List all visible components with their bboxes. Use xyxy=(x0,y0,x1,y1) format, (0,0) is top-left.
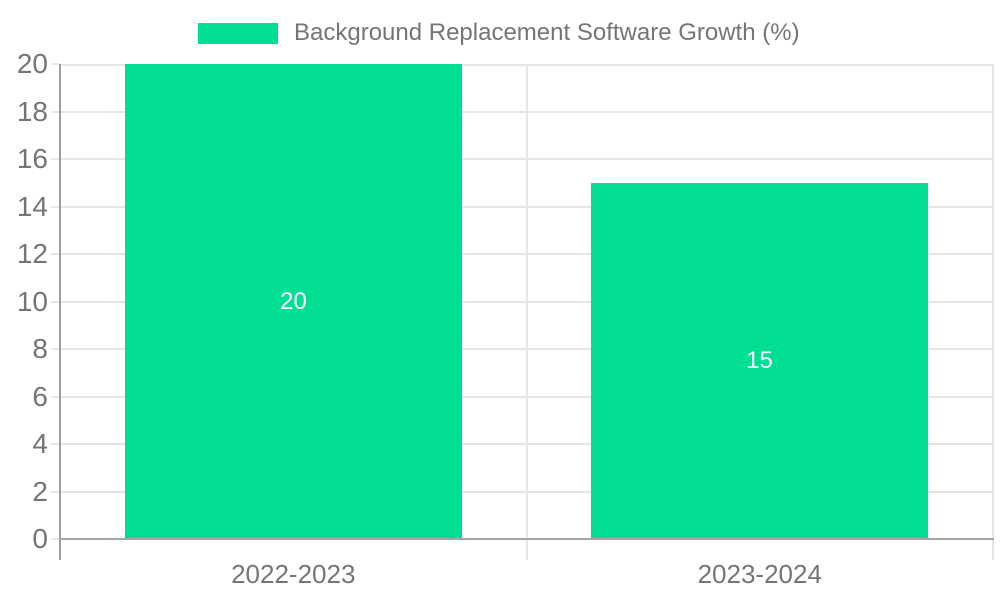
y-tick xyxy=(51,205,60,208)
category-divider xyxy=(525,64,528,560)
y-tick xyxy=(51,63,60,65)
y-tick-label: 6 xyxy=(32,380,48,412)
legend-label: Background Replacement Software Growth (… xyxy=(294,19,800,46)
bar[interactable] xyxy=(591,182,928,539)
y-tick xyxy=(51,110,60,113)
x-category-label: 2022-2023 xyxy=(231,559,356,589)
bar-value-label: 20 xyxy=(280,287,307,315)
y-tick xyxy=(51,158,60,160)
x-axis-line xyxy=(59,538,994,540)
y-tick xyxy=(51,538,60,540)
bar[interactable] xyxy=(125,64,462,539)
y-tick-label: 4 xyxy=(32,428,48,459)
y-tick xyxy=(51,253,60,255)
y-tick-label: 14 xyxy=(16,190,48,222)
y-tick xyxy=(51,348,60,350)
y-tick-label: 10 xyxy=(16,285,48,317)
x-category-label: 2023-2024 xyxy=(697,559,822,589)
y-tick-label: 0 xyxy=(32,523,48,554)
y-tick-label: 12 xyxy=(16,238,48,269)
y-tick xyxy=(51,443,60,445)
y-tick-label: 16 xyxy=(16,143,48,174)
y-tick-label: 2 xyxy=(32,475,48,507)
y-axis-line xyxy=(59,64,61,560)
plot-right-border xyxy=(992,64,994,560)
legend[interactable]: Background Replacement Software Growth (… xyxy=(198,19,800,46)
y-tick xyxy=(51,395,60,398)
y-tick-label: 8 xyxy=(32,333,48,364)
y-tick-label: 20 xyxy=(16,48,48,79)
bar-value-label: 15 xyxy=(746,346,773,374)
y-tick-label: 18 xyxy=(16,95,48,127)
y-tick xyxy=(51,300,60,303)
plot-area: 20 15 xyxy=(60,64,994,560)
y-tick xyxy=(51,490,60,493)
legend-swatch xyxy=(198,22,278,44)
